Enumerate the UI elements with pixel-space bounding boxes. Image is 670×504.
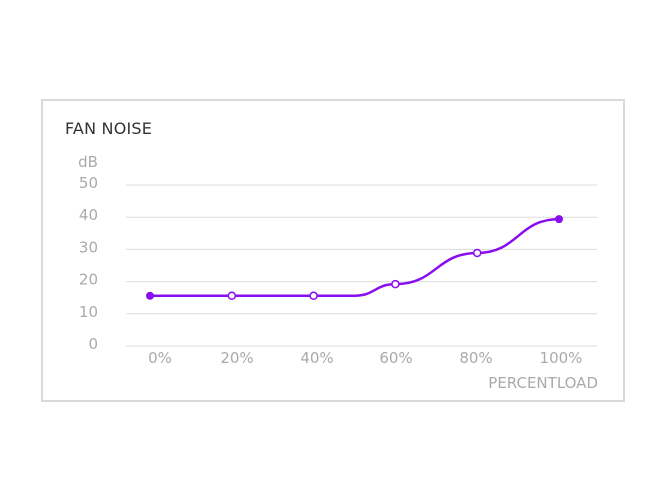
data-point (472, 248, 482, 258)
y-tick-label: 20 (79, 271, 98, 289)
y-tick-label: 50 (79, 174, 98, 192)
chart-card (41, 99, 625, 402)
chart-title: FAN NOISE (65, 119, 153, 138)
series-group (146, 215, 563, 301)
x-tick-label: 20% (220, 349, 253, 367)
y-tick-label: 0 (88, 335, 98, 353)
y-tick-label: 30 (79, 238, 98, 256)
x-tick-labels: 0% 20% 40% 60% 80% 100% (148, 349, 582, 367)
data-point-filled (146, 291, 154, 300)
grid-lines (126, 184, 597, 347)
x-tick-label: 0% (148, 349, 172, 367)
data-point-filled (555, 215, 563, 224)
y-axis-label: dB (78, 153, 98, 171)
x-tick-label: 60% (379, 349, 412, 367)
x-tick-label: 40% (300, 349, 333, 367)
data-point (309, 291, 318, 301)
y-tick-label: 10 (79, 303, 98, 321)
data-point (227, 291, 237, 301)
x-axis-label: PERCENTLOAD (488, 374, 598, 392)
series-line (150, 217, 560, 298)
y-tick-labels: 50 40 30 20 10 0 (79, 174, 98, 353)
y-tick-label: 40 (79, 206, 98, 224)
x-tick-label: 80% (459, 349, 492, 367)
data-point (391, 279, 400, 289)
x-tick-label: 100% (540, 349, 583, 367)
